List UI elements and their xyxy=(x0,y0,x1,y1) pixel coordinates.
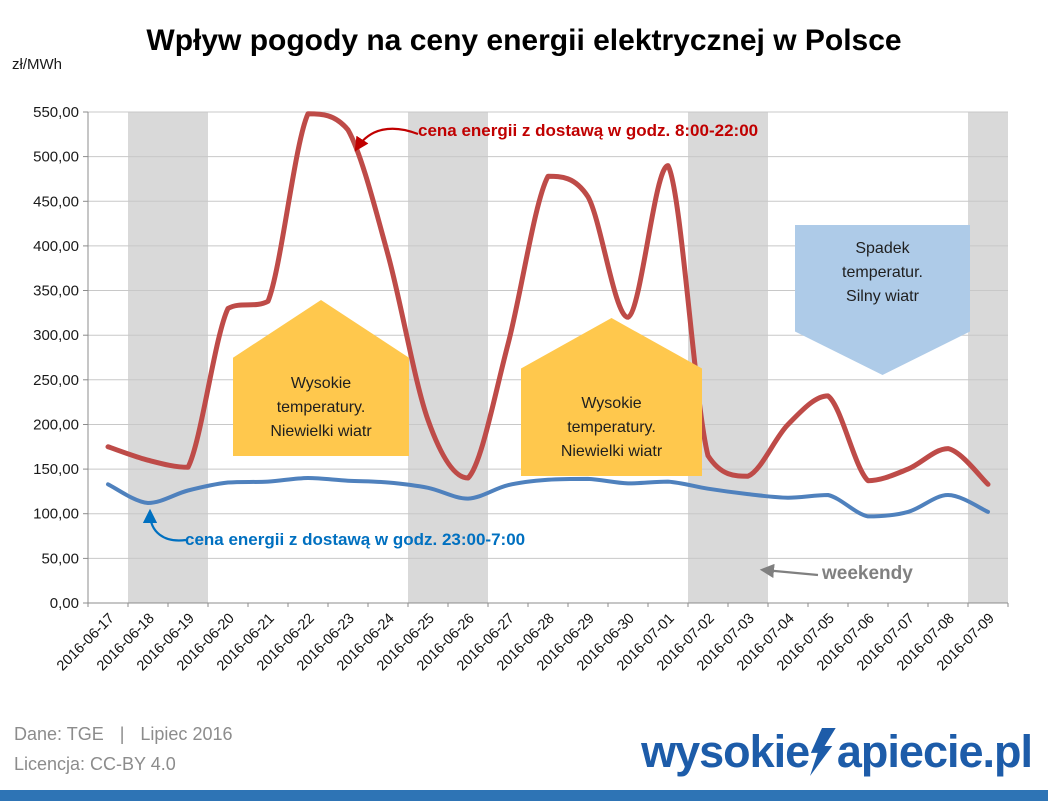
weekend-band xyxy=(968,112,1008,603)
series-day-price xyxy=(105,111,991,487)
y-tick-label: 0,00 xyxy=(50,595,79,612)
weekend-label: weekendy xyxy=(822,563,913,584)
y-tick-label: 250,00 xyxy=(33,372,79,389)
footer-source-line: Dane: TGE | Lipiec 2016 xyxy=(14,724,232,745)
y-tick-label: 500,00 xyxy=(33,149,79,166)
y-tick-label: 50,00 xyxy=(41,550,79,567)
callout-text: Wysokie temperatury. Niewielki wiatr xyxy=(550,392,674,464)
callout-line: Wysokie temperatury. xyxy=(567,395,656,436)
logo-prefix: wysokie xyxy=(641,726,810,777)
x-axis: 2016-06-172016-06-182016-06-192016-06-20… xyxy=(54,602,1009,674)
y-tick-label: 150,00 xyxy=(33,461,79,478)
y-axis-unit-label: zł/MWh xyxy=(12,56,62,73)
weekend-band xyxy=(408,112,488,603)
y-tick-label: 350,00 xyxy=(33,283,79,300)
y-tick-label: 550,00 xyxy=(33,104,79,121)
y-tick-label: 400,00 xyxy=(33,238,79,255)
y-tick-label: 100,00 xyxy=(33,506,79,523)
y-tick-label: 450,00 xyxy=(33,193,79,210)
weekend-band xyxy=(688,112,768,603)
footer-separator: | xyxy=(119,724,125,744)
day-label-arrow xyxy=(354,127,419,152)
callout-line: Wysokie temperatury. xyxy=(276,375,366,416)
day-series-label: cena energii z dostawą w godz. 8:00-22:0… xyxy=(418,121,759,140)
chart-title: Wpływ pogody na ceny energii elektryczne… xyxy=(146,24,902,57)
annotation-arrows xyxy=(142,127,819,579)
night-series-label: cena energii z dostawą w godz. 23:00-7:0… xyxy=(185,530,526,549)
site-logo: wysokie apiecie.pl xyxy=(641,726,1033,778)
night-label-arrow xyxy=(142,508,187,542)
callout-line: Silny wiatr xyxy=(846,288,919,305)
footer-period: Lipiec 2016 xyxy=(140,724,233,744)
weekend-arrow xyxy=(759,563,819,579)
y-tick-label: 200,00 xyxy=(33,417,79,434)
callout-high-temp-2: Wysokie temperatury. Niewielki wiatr xyxy=(521,318,702,476)
lightning-bolt-icon xyxy=(810,728,836,776)
weekend-band xyxy=(128,112,208,603)
y-tick-label: 300,00 xyxy=(33,327,79,344)
series-night-price xyxy=(106,476,990,519)
bottom-bar xyxy=(0,790,1048,801)
callout-text: Wysokie temperatury. Niewielki wiatr xyxy=(259,372,383,444)
callout-line: Niewielki wiatr xyxy=(270,423,372,440)
data-source: Dane: TGE xyxy=(14,724,104,744)
logo-suffix: apiecie.pl xyxy=(836,726,1033,777)
callout-line: Niewielki wiatr xyxy=(560,443,663,460)
footer: Dane: TGE | Lipiec 2016 Licencja: CC-BY 4.… xyxy=(14,724,232,775)
weekend-bands xyxy=(128,112,1008,603)
license-text: Licencja: CC-BY 4.0 xyxy=(14,754,176,774)
callout-line: Spadek temperatur. xyxy=(842,240,923,281)
callout-text: Spadek temperatur. Silny wiatr xyxy=(821,237,945,309)
